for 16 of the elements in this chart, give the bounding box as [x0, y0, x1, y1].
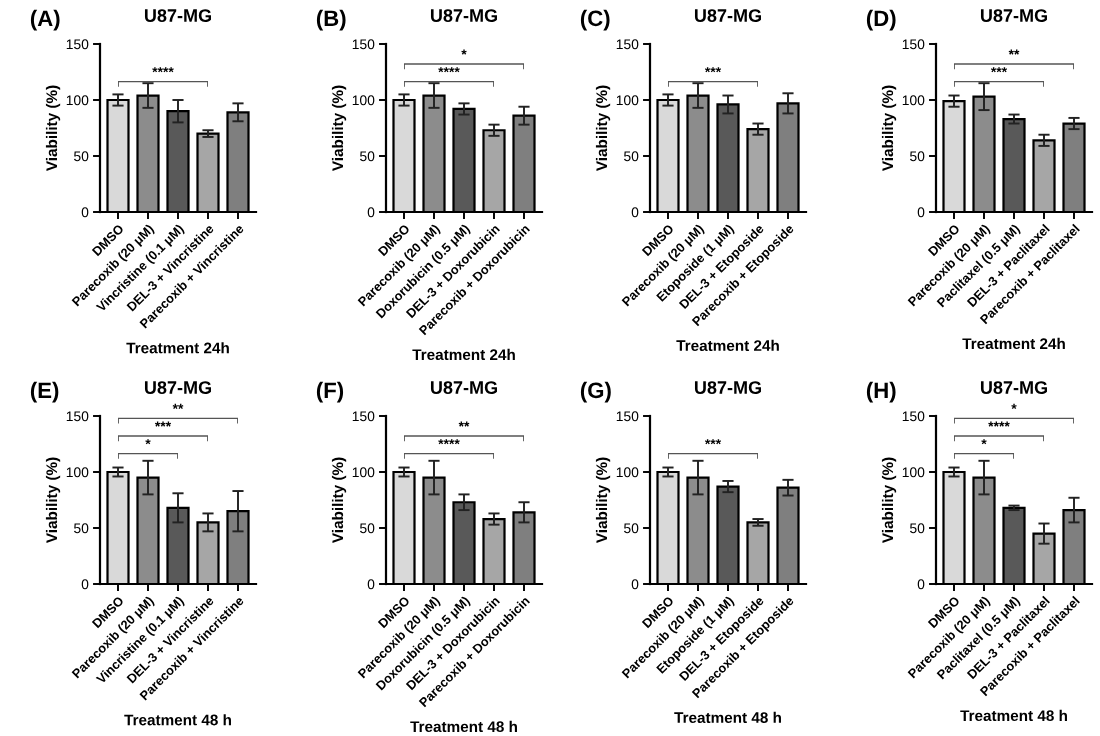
- text: (A): [30, 9, 60, 31]
- chart-title: U87-MG: [980, 9, 1047, 22]
- chart-title: U87-MG: [980, 381, 1047, 394]
- text: (H): [866, 381, 896, 403]
- chart-title: U87-MG: [694, 381, 761, 394]
- text: (F): [316, 381, 344, 403]
- chart-title: U87-MG: [144, 381, 211, 394]
- chart-title: U87-MG: [430, 381, 497, 394]
- text: (G): [580, 381, 611, 403]
- chart-title: U87-MG: [144, 9, 211, 22]
- chart-title: U87-MG: [694, 9, 761, 22]
- text: (E): [30, 381, 59, 403]
- text: (D): [866, 9, 896, 31]
- text: (C): [580, 9, 610, 31]
- text: (B): [316, 9, 346, 31]
- chart-title: U87-MG: [430, 9, 497, 22]
